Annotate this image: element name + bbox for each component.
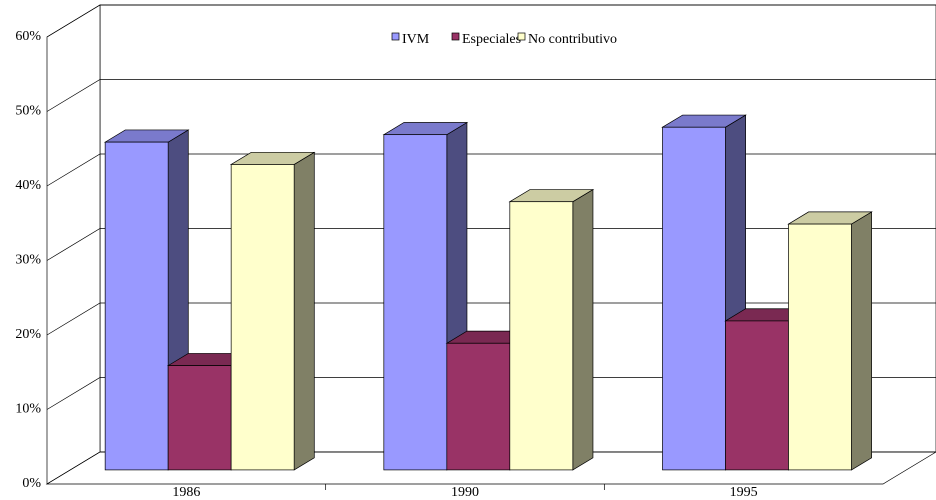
legend-swatch <box>517 32 526 41</box>
grid-line <box>46 153 936 187</box>
bar <box>725 320 789 471</box>
grid-line <box>46 377 936 410</box>
bar <box>383 134 448 471</box>
legend-swatch <box>451 32 460 41</box>
y-tick-label: 40% <box>15 178 41 193</box>
y-tick-label: 50% <box>15 104 41 119</box>
legend-label: IVM <box>402 32 430 47</box>
y-tick-label: 60% <box>15 29 41 44</box>
grid-line <box>46 228 936 261</box>
bar <box>230 164 295 471</box>
bar <box>662 126 726 471</box>
x-tick-label: 1986 <box>172 485 200 500</box>
y-tick-label: 20% <box>15 327 41 342</box>
bar-side <box>851 211 872 471</box>
grid-line <box>46 302 936 336</box>
bar <box>446 342 511 471</box>
y-tick-label: 10% <box>15 402 41 417</box>
bar <box>509 201 574 471</box>
bar <box>788 223 852 471</box>
y-tick-label: 30% <box>15 253 41 268</box>
x-tick-label: 1990 <box>451 485 479 500</box>
grid-line <box>46 451 936 485</box>
legend-swatch <box>391 32 400 41</box>
bar-side <box>293 151 315 471</box>
legend-label: No contributivo <box>528 32 617 47</box>
legend-label: Especiales <box>462 32 521 47</box>
x-tick-label: 1995 <box>730 485 758 500</box>
y-tick-label: 0% <box>22 476 41 491</box>
grid-line <box>46 79 936 112</box>
grid-line <box>46 4 936 38</box>
bar-side <box>572 188 594 471</box>
bar <box>104 141 169 471</box>
bar <box>167 365 232 471</box>
